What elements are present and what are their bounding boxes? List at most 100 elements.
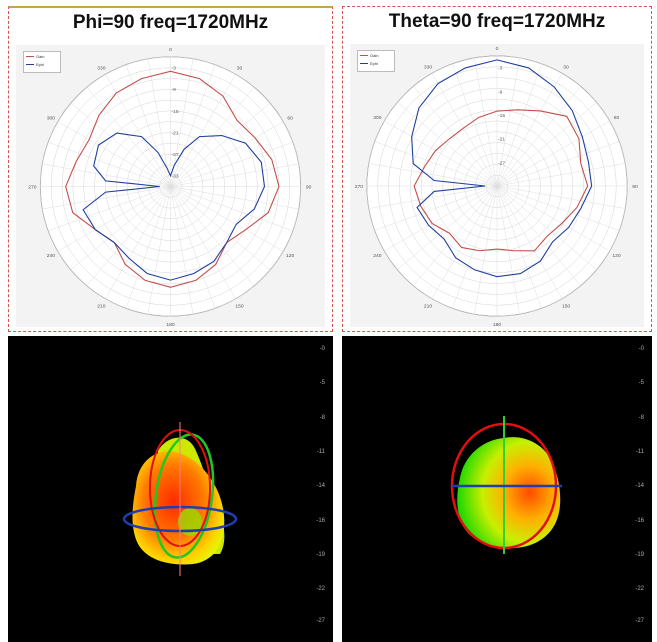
grid-spoke xyxy=(496,185,626,209)
grid-spoke xyxy=(42,163,171,187)
grid-spoke xyxy=(496,185,610,252)
pattern-body xyxy=(457,437,561,548)
angle-tick-label: 60 xyxy=(614,115,620,121)
grid-spoke xyxy=(496,185,581,286)
grid-spoke xyxy=(496,120,610,187)
angle-tick-label: 180 xyxy=(166,322,175,327)
angle-tick-label: 270 xyxy=(355,184,364,190)
radial-tick-label: -27 xyxy=(498,160,505,166)
series-line-ephi xyxy=(411,59,593,278)
grid-spoke xyxy=(496,102,597,187)
chart-title: Theta=90 freq=1720MHz xyxy=(388,11,606,32)
angle-tick-label: 330 xyxy=(97,65,106,71)
grid-spoke xyxy=(42,186,171,210)
grid-spoke xyxy=(170,102,271,187)
series-line-ephi xyxy=(82,132,266,281)
series-line-gain xyxy=(65,70,280,288)
grid-spoke xyxy=(374,185,498,231)
angle-tick-label: 120 xyxy=(612,253,621,259)
scale-label: -5 xyxy=(638,380,644,387)
grid-spoke xyxy=(496,185,620,231)
scale-label: -19 xyxy=(635,551,644,558)
angle-tick-label: 90 xyxy=(306,184,312,190)
radial-tick-label: -27 xyxy=(171,152,178,158)
angle-tick-label: 330 xyxy=(424,64,433,70)
theta90-polar-chart: 0 30 60 90 120 150 180 210 240 270 300 330 -3 -9 -15 -2… xyxy=(355,46,638,327)
legend-item: Gain xyxy=(358,51,394,59)
grid-spoke xyxy=(70,102,171,187)
grid-spoke xyxy=(170,186,216,309)
scale-label: -27 xyxy=(635,617,644,624)
legend-label: Ephi xyxy=(36,61,45,67)
grid-spoke xyxy=(496,57,520,187)
radial-tick-label: -15 xyxy=(171,109,178,115)
grid-spoke xyxy=(125,64,171,187)
grid-spoke xyxy=(170,186,194,315)
scale-label: -27 xyxy=(316,617,325,624)
angle-tick-label: 240 xyxy=(373,253,382,259)
grid-spoke xyxy=(384,185,498,252)
grid-spoke xyxy=(170,186,255,286)
grid-spoke xyxy=(170,186,271,271)
scale-label: -16 xyxy=(635,517,644,524)
pattern3d-render xyxy=(450,416,562,554)
green-highlight xyxy=(178,508,202,536)
grid-spoke xyxy=(57,121,171,187)
grid-spoke xyxy=(57,186,171,252)
legend: Gain Ephi xyxy=(23,51,61,73)
grid-spoke xyxy=(413,185,498,286)
radial-tick-label: -3 xyxy=(171,66,176,72)
grid-spoke xyxy=(368,185,498,209)
theta90-polar-panel: Theta=90 freq=1720MHz 0 30 60 90 120 150 180 21… xyxy=(342,6,652,332)
grid-spoke xyxy=(170,74,236,187)
grid-spoke xyxy=(170,186,293,232)
scale-label: -0 xyxy=(319,346,325,352)
grid-spoke xyxy=(496,163,626,187)
angle-tick-label: 180 xyxy=(493,322,502,327)
grid-spoke xyxy=(147,58,171,187)
grid-spoke xyxy=(170,87,255,187)
grid-spoke xyxy=(496,185,542,309)
pattern3d-render xyxy=(122,422,238,576)
angle-tick-label: 150 xyxy=(562,304,571,310)
pattern3d-theta-view: -0 -5 -8 -11 -14 -16 -19 -22 -27 xyxy=(342,336,652,642)
grid-spoke xyxy=(413,86,498,187)
chart-title: Phi=90 freq=1720MHz xyxy=(72,12,269,33)
color-scale: -0 -5 -8 -11 -14 -16 -19 -22 -27 xyxy=(622,346,644,632)
radial-tick-label: -21 xyxy=(498,137,505,143)
grid-spoke xyxy=(431,185,498,299)
legend: Gain Ephi xyxy=(357,50,395,72)
angle-tick-label: 270 xyxy=(28,184,37,190)
scale-label: -19 xyxy=(316,551,325,558)
angle-tick-label: 120 xyxy=(286,253,295,259)
grid-spoke xyxy=(496,185,597,270)
grid-spoke xyxy=(496,185,563,299)
grid-spoke xyxy=(374,141,498,187)
grid-spoke xyxy=(452,63,498,187)
scale-label: -22 xyxy=(635,586,644,593)
grid-spoke xyxy=(496,141,620,187)
legend-label: Gain xyxy=(36,53,45,59)
pattern3d-phi-view: -0 -5 -8 -11 -14 -16 -19 -22 -27 xyxy=(8,336,333,642)
angle-tick-label: 90 xyxy=(632,184,638,190)
legend-item: Ephi xyxy=(358,59,394,67)
grid-spoke xyxy=(431,73,498,187)
grid-spoke xyxy=(170,163,299,187)
grid-spoke xyxy=(86,87,171,187)
grid-spoke xyxy=(368,163,498,187)
grid-spoke xyxy=(474,57,498,187)
angle-tick-label: 0 xyxy=(169,47,172,53)
plot-area: 0 30 60 90 120 150 180 210 240 270 300 330 -3 -9 -15 -2… xyxy=(350,44,644,327)
color-scale: -0 -5 -8 -11 -14 -16 -19 -22 -27 xyxy=(303,346,325,632)
radial-tick-label: -9 xyxy=(498,89,503,95)
legend-label: Ephi xyxy=(370,60,379,66)
grid-spoke xyxy=(48,141,171,187)
grid-spoke xyxy=(170,186,236,299)
plot-area: 0 30 60 90 120 150 180 210 240 270 300 330 -3 -9 -15 -2… xyxy=(16,45,325,327)
grid-spoke xyxy=(170,186,299,210)
grid-spoke xyxy=(86,186,171,286)
radial-tick-label: -21 xyxy=(171,130,178,136)
grid-spoke xyxy=(452,185,498,309)
grid-spoke xyxy=(397,185,498,270)
scale-label: -8 xyxy=(319,414,325,421)
